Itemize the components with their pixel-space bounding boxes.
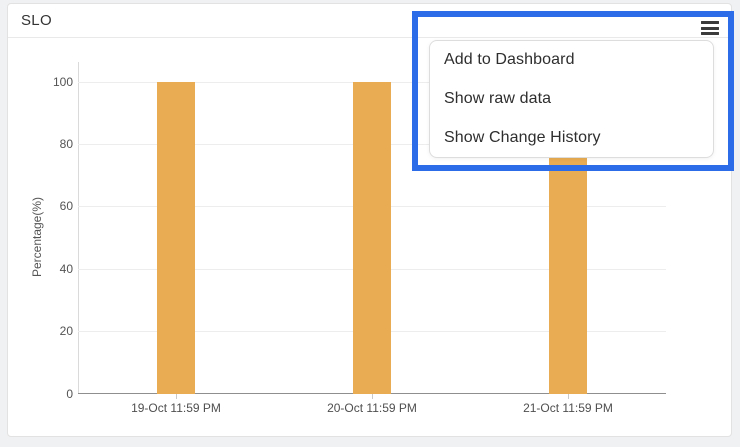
hamburger-line bbox=[701, 32, 719, 35]
hamburger-line bbox=[701, 21, 719, 24]
hamburger-menu-icon[interactable] bbox=[701, 21, 719, 35]
y-tick-label: 0 bbox=[66, 386, 73, 401]
widget-header: SLO bbox=[8, 4, 731, 38]
y-tick-label: 100 bbox=[52, 74, 73, 89]
x-tick bbox=[176, 394, 177, 399]
y-tick-label: 80 bbox=[59, 136, 73, 151]
menu-item-add-to-dashboard[interactable]: Add to Dashboard bbox=[444, 51, 575, 69]
x-tick-label: 21-Oct 11:59 PM bbox=[523, 401, 613, 415]
x-tick-label: 20-Oct 11:59 PM bbox=[327, 401, 417, 415]
widget-title: SLO bbox=[21, 12, 52, 29]
y-tick-label: 60 bbox=[59, 199, 73, 214]
menu-item-show-raw-data[interactable]: Show raw data bbox=[444, 90, 552, 107]
context-menu: Add to Dashboard Show raw data Show Chan… bbox=[429, 40, 714, 158]
y-axis-line bbox=[78, 62, 79, 393]
x-tick-label: 19-Oct 11:59 PM bbox=[131, 401, 221, 415]
bar[interactable] bbox=[157, 81, 195, 394]
hamburger-line bbox=[701, 26, 719, 30]
bar[interactable] bbox=[353, 81, 391, 394]
y-tick-label: 20 bbox=[59, 324, 73, 339]
x-tick bbox=[568, 394, 569, 399]
x-tick bbox=[372, 394, 373, 399]
menu-item-show-change-history[interactable]: Show Change History bbox=[444, 128, 601, 146]
y-tick-label: 40 bbox=[59, 261, 73, 276]
